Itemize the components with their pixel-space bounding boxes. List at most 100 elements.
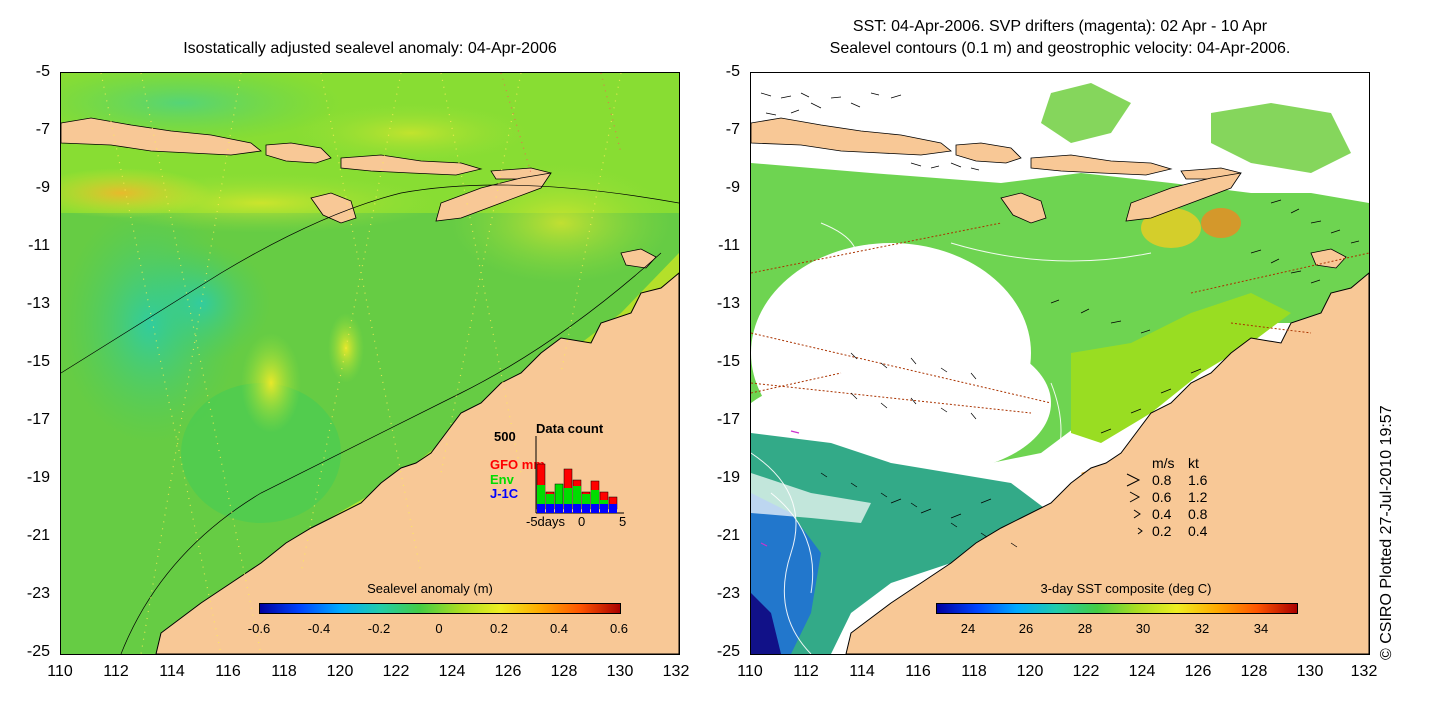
- sst-colorbar-label: 30: [1135, 621, 1151, 636]
- data-count-title: Data count: [536, 421, 604, 436]
- sst-map: [750, 72, 1370, 655]
- velocity-legend-kt: 1.6: [1188, 472, 1208, 488]
- right-x-tick: 132: [1350, 663, 1378, 680]
- left-y-tick: -15: [26, 353, 50, 370]
- sst-colorbar-label: 32: [1194, 621, 1210, 636]
- velocity-legend-ms: 0.2: [1152, 523, 1172, 539]
- sla-colorbar-label: -0.6: [247, 621, 271, 636]
- data-count-bars: [535, 436, 624, 514]
- right-y-tick: -11: [718, 237, 740, 254]
- left-x-tick: 128: [550, 663, 578, 680]
- sst-map-svg: [751, 73, 1369, 654]
- left-y-tick: -23: [26, 585, 50, 602]
- right-y-tick: -13: [716, 295, 740, 312]
- right-x-tick: 110: [737, 663, 763, 680]
- sla-colorbar-label: 0: [435, 621, 443, 636]
- data-count-bar: [554, 483, 564, 513]
- right-y-tick: -9: [725, 179, 740, 196]
- left-y-tick: -7: [35, 121, 50, 138]
- left-x-tick: 112: [103, 663, 129, 680]
- velocity-legend-kt: 0.8: [1188, 506, 1208, 522]
- right-panel-title-line2: Sealevel contours (0.1 m) and geostrophi…: [829, 40, 1291, 57]
- right-y-tick: -21: [716, 527, 740, 544]
- velocity-arrow-icon: [1133, 509, 1141, 519]
- data-count-legend-j1c: J-1C: [490, 486, 519, 501]
- velocity-arrow-icon: [1126, 473, 1141, 487]
- velocity-arrow-icon: [1137, 527, 1143, 535]
- left-x-tick: 122: [382, 663, 410, 680]
- data-count-x-mid: 0: [578, 514, 586, 529]
- right-y-tick: -23: [716, 585, 740, 602]
- data-count-bar: [581, 491, 591, 513]
- data-count-bar: [572, 479, 582, 513]
- velocity-legend-kt: 0.4: [1188, 523, 1208, 539]
- sla-colorbar: [259, 603, 621, 614]
- right-y-tick: -5: [725, 63, 740, 80]
- left-y-tick: -19: [26, 469, 50, 486]
- sla-colorbar-title: Sealevel anomaly (m): [367, 581, 493, 596]
- velocity-arrow-icon: [1129, 491, 1141, 503]
- sla-colorbar-label: -0.2: [367, 621, 391, 636]
- left-x-tick: 118: [271, 663, 297, 680]
- right-x-tick: 122: [1072, 663, 1100, 680]
- left-y-tick: -17: [26, 411, 50, 428]
- left-x-tick: 126: [494, 663, 522, 680]
- right-x-tick: 112: [793, 663, 819, 680]
- right-x-tick: 128: [1240, 663, 1268, 680]
- sla-colorbar-label: 0.4: [549, 621, 569, 636]
- copyright-notice: © CSIRO Plotted 27-Jul-2010 19:57: [1378, 405, 1395, 660]
- sst-colorbar-title: 3-day SST composite (deg C): [1040, 581, 1212, 596]
- sst-colorbar-label: 28: [1077, 621, 1093, 636]
- data-count-legend-gfo: GFO mm: [490, 457, 545, 472]
- velocity-legend-ms: 0.4: [1152, 506, 1172, 522]
- left-x-tick: 114: [159, 663, 185, 680]
- left-x-tick: 130: [606, 663, 634, 680]
- sst-colorbar-label: 26: [1018, 621, 1034, 636]
- right-x-tick: 124: [1128, 663, 1156, 680]
- sst-colorbar-label: 24: [960, 621, 976, 636]
- data-count-bar: [563, 468, 573, 513]
- velocity-legend-ms: 0.6: [1152, 489, 1172, 505]
- data-count-x-right: 5: [619, 514, 627, 529]
- left-x-tick: 116: [215, 663, 241, 680]
- right-x-tick: 126: [1184, 663, 1212, 680]
- left-y-tick: -25: [26, 643, 50, 660]
- sealevel-anomaly-map: [60, 72, 680, 655]
- right-panel-title-line1: SST: 04-Apr-2006. SVP drifters (magenta)…: [852, 18, 1268, 35]
- left-x-tick: 132: [662, 663, 690, 680]
- sla-colorbar-label: 0.6: [609, 621, 629, 636]
- velocity-legend-kt: 1.2: [1188, 489, 1208, 505]
- right-x-tick: 130: [1296, 663, 1324, 680]
- left-x-tick: 124: [438, 663, 466, 680]
- left-x-tick: 110: [47, 663, 73, 680]
- data-count-bar: [590, 480, 600, 513]
- sealevel-anomaly-map-svg: [61, 73, 679, 654]
- sla-colorbar-label: 0.2: [489, 621, 509, 636]
- right-x-tick: 114: [849, 663, 875, 680]
- data-count-bar: [599, 491, 609, 513]
- data-count-bar: [608, 496, 618, 513]
- right-x-tick: 118: [961, 663, 987, 680]
- left-y-tick: -13: [26, 295, 50, 312]
- right-y-tick: -17: [716, 411, 740, 428]
- right-y-tick: -25: [716, 643, 740, 660]
- left-y-tick: -5: [35, 63, 50, 80]
- right-y-tick: -7: [725, 121, 740, 138]
- right-x-tick: 120: [1016, 663, 1044, 680]
- velocity-legend-ms: 0.8: [1152, 472, 1172, 488]
- sla-colorbar-label: -0.4: [307, 621, 331, 636]
- sst-colorbar: [936, 603, 1298, 614]
- velocity-legend-kt-header: kt: [1188, 455, 1199, 471]
- sst-colorbar-label: 34: [1253, 621, 1269, 636]
- right-x-tick: 116: [905, 663, 931, 680]
- data-count-bar: [545, 491, 555, 513]
- data-count-x-left: -5days: [526, 514, 566, 529]
- left-y-tick: -9: [35, 179, 50, 196]
- left-panel-title: Isostatically adjusted sealevel anomaly:…: [183, 40, 557, 57]
- left-x-tick: 120: [326, 663, 354, 680]
- right-y-tick: -15: [716, 353, 740, 370]
- velocity-legend-ms-header: m/s: [1152, 455, 1175, 471]
- data-count-legend-env: Env: [490, 472, 514, 487]
- data-count-bar: [536, 463, 546, 513]
- left-y-tick: -21: [26, 527, 50, 544]
